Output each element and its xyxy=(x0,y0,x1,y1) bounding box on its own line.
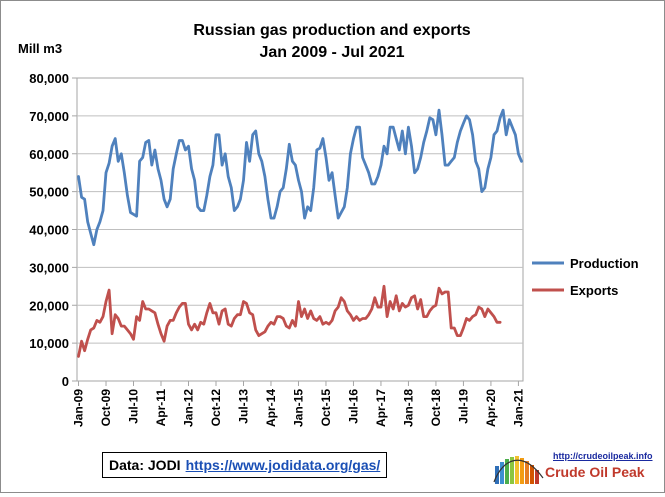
y-tick-label: 40,000 xyxy=(29,223,69,238)
x-tick-label: Jan-12 xyxy=(182,389,196,427)
series-lines xyxy=(77,108,523,358)
y-tick-label: 60,000 xyxy=(29,147,69,162)
x-tick-labels: Jan-09 Oct-09 Jul-10 Apr-11 Jan-12 Oct-12 Jul-… xyxy=(72,389,526,427)
y-tick-label: 50,000 xyxy=(29,185,69,200)
legend-label-exports: Exports xyxy=(570,283,618,298)
x-tick-label: Jul-13 xyxy=(236,389,250,424)
y-tick-label: 70,000 xyxy=(29,109,69,124)
x-tick-label: Jan-18 xyxy=(401,389,415,427)
x-tick-label: Jan-21 xyxy=(511,389,525,427)
x-tick-label: Apr-14 xyxy=(264,389,278,427)
y-tick-label: 80,000 xyxy=(29,71,69,86)
chart-title-line-2: Jan 2009 - Jul 2021 xyxy=(260,44,405,61)
y-tick-label: 20,000 xyxy=(29,298,69,313)
x-tick-label: Oct-09 xyxy=(99,389,113,427)
legend: Production Exports xyxy=(532,256,639,298)
logo-graph-icon xyxy=(493,456,544,484)
y-tick-label: 0 xyxy=(62,374,69,389)
chart-title-line-1: Russian gas production and exports xyxy=(193,22,470,39)
series-line-production xyxy=(77,108,523,247)
x-tick-label: Jan-09 xyxy=(72,389,86,427)
data-source-box: Data: JODI https://www.jodidata.org/gas/ xyxy=(102,452,388,478)
y-tick-label: 30,000 xyxy=(29,260,69,275)
grid-lines xyxy=(72,77,523,386)
x-tick-label: Jul-19 xyxy=(456,389,470,424)
y-axis-label: Mill m3 xyxy=(18,41,62,56)
x-tick-label: Apr-20 xyxy=(484,389,498,427)
series-line-exports xyxy=(77,284,502,358)
crude-oil-peak-logo[interactable]: http://crudeoilpeak.info Crude Oil Peak xyxy=(493,450,653,486)
y-tick-labels: 0 10,000 20,000 30,000 40,000 50,000 60,000 70,… xyxy=(29,71,69,389)
x-tick-label: Oct-12 xyxy=(209,389,223,427)
x-tick-label: Oct-15 xyxy=(319,389,333,427)
legend-label-production: Production xyxy=(570,256,639,271)
logo-url[interactable]: http://crudeoilpeak.info xyxy=(553,451,653,461)
x-tick-label: Oct-18 xyxy=(429,389,443,427)
y-tick-label: 10,000 xyxy=(29,336,69,351)
data-source-label: Data: JODI xyxy=(109,457,181,473)
x-tick-label: Apr-11 xyxy=(154,389,168,427)
logo-name: Crude Oil Peak xyxy=(545,464,645,480)
x-tick-label: Jul-10 xyxy=(127,389,141,424)
x-tick-label: Apr-17 xyxy=(374,389,388,427)
x-tick-label: Jan-15 xyxy=(291,389,305,427)
data-source-link[interactable]: https://www.jodidata.org/gas/ xyxy=(185,457,381,473)
x-tick-label: Jul-16 xyxy=(346,389,360,424)
